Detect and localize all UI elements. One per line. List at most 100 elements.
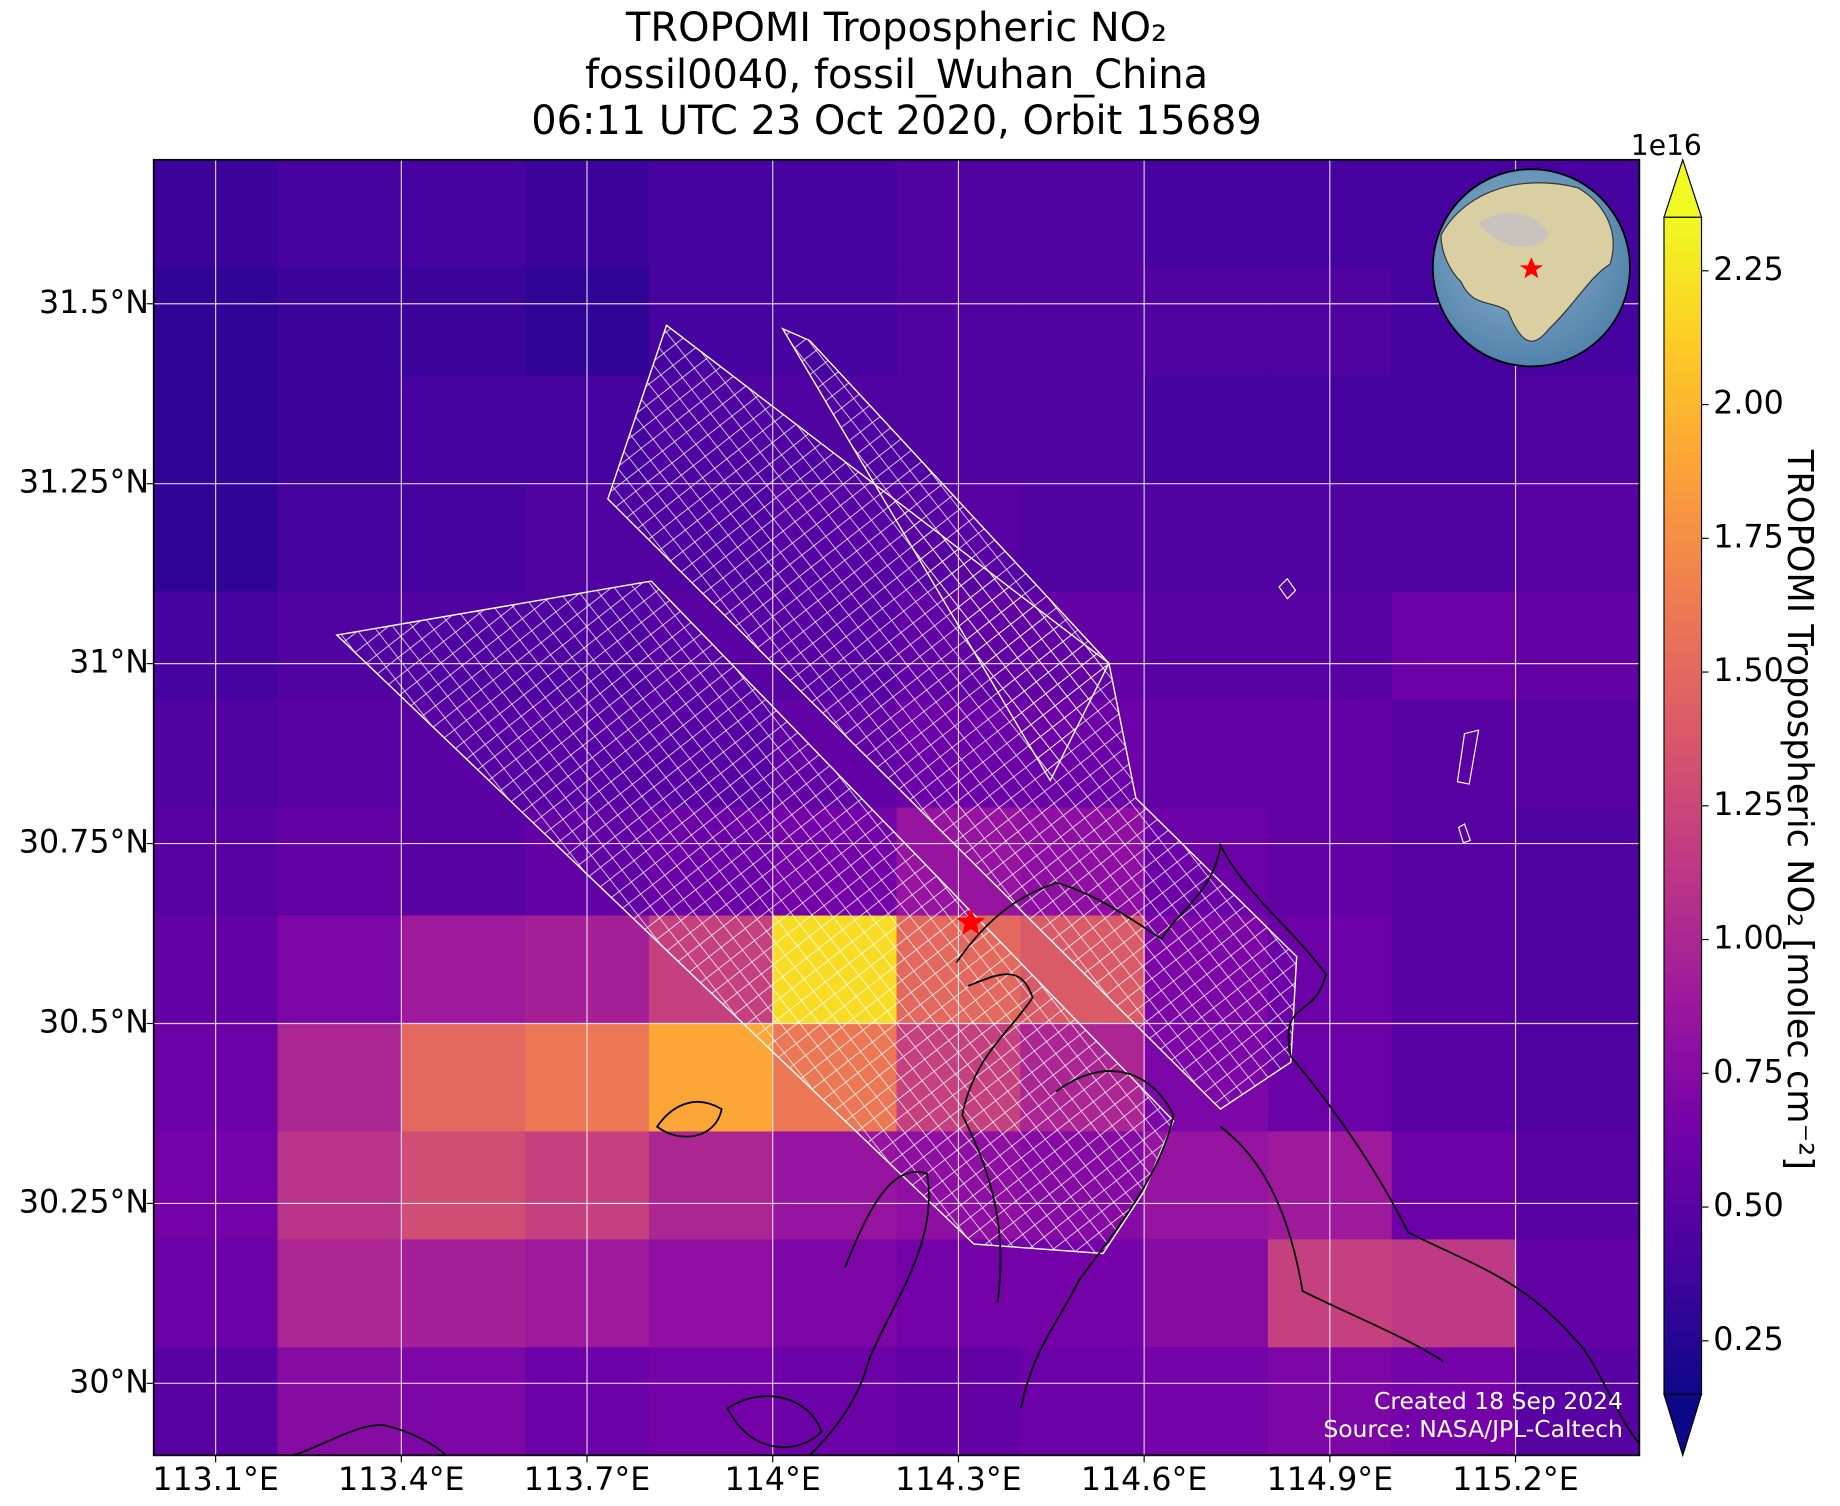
cell (1144, 1239, 1269, 1349)
colorbar-offset: 1e16 (1631, 129, 1702, 162)
cell (401, 1239, 526, 1349)
cell (772, 267, 898, 377)
cell (1391, 1131, 1517, 1241)
cell (401, 1131, 526, 1241)
cell (277, 267, 403, 377)
x-tick-label: 114.3°E (895, 1462, 1022, 1498)
cell (277, 807, 403, 917)
y-tick-label: 31.25°N (19, 465, 149, 501)
footprint (1278, 577, 1297, 600)
cell (277, 1239, 403, 1349)
cell (1515, 699, 1640, 809)
cell (1144, 1347, 1269, 1456)
cell (1515, 1131, 1640, 1241)
colorbar-tick-label: 0.50 (1713, 1188, 1784, 1224)
annotation: Source: NASA/JPL-Caltech (1323, 1415, 1623, 1443)
cell (401, 1023, 526, 1133)
colorbar-tick-label: 1.25 (1713, 787, 1784, 823)
annotation: Created 18 Sep 2024 (1374, 1387, 1623, 1415)
site-marker (956, 907, 986, 936)
footprint (1456, 729, 1480, 785)
y-tick-label: 30.25°N (19, 1184, 149, 1220)
cell (277, 1023, 403, 1133)
cell (1515, 807, 1640, 917)
plot-frame (152, 158, 1641, 1457)
y-tick-label: 30.5°N (39, 1004, 149, 1040)
cell (1391, 699, 1517, 809)
cell (1391, 591, 1517, 701)
cell (1391, 807, 1517, 917)
cell (401, 267, 526, 377)
cell (1020, 375, 1145, 485)
cell (277, 1131, 403, 1241)
colorbar-tick-label: 0.75 (1713, 1054, 1784, 1090)
cell (1144, 591, 1269, 701)
cell (1144, 267, 1269, 377)
cell (1515, 483, 1640, 593)
cell (1391, 483, 1517, 593)
cell (1515, 375, 1640, 485)
site-layer (956, 907, 986, 936)
cell (277, 1347, 403, 1456)
cell (401, 915, 526, 1025)
colorbar-extend-top (1663, 157, 1703, 218)
cell (648, 1239, 774, 1349)
x-tick-label: 113.1°E (152, 1462, 279, 1498)
cell (277, 159, 403, 269)
cell (277, 375, 403, 485)
coastline (961, 973, 1034, 1303)
coastline (955, 842, 1640, 1445)
cell (1144, 483, 1269, 593)
coastline (293, 1424, 447, 1456)
cell (401, 375, 526, 485)
cell (1144, 699, 1269, 809)
x-tick-label: 113.7°E (524, 1462, 651, 1498)
cell (1391, 1023, 1517, 1133)
cell (401, 159, 526, 269)
cell (772, 1239, 898, 1349)
footprints (335, 324, 1480, 1255)
cell (1391, 1239, 1517, 1349)
footprint-mesh (335, 580, 1175, 1255)
cell (1020, 1239, 1145, 1349)
cell (401, 1347, 526, 1456)
coastline (655, 1100, 723, 1138)
cell (1515, 591, 1640, 701)
x-tick-label: 114.6°E (1081, 1462, 1208, 1498)
cell (1515, 915, 1640, 1025)
title: TROPOMI Tropospheric NO₂ (625, 5, 1167, 51)
y-tick-label: 31°N (69, 645, 149, 681)
cell (772, 159, 898, 269)
colorbar-tick-label: 2.25 (1713, 252, 1784, 288)
cell (772, 1347, 898, 1456)
cell (648, 1131, 774, 1241)
cell (1144, 159, 1269, 269)
cell (1391, 375, 1517, 485)
cell (1391, 1347, 1517, 1456)
x-tick-label: 113.4°E (338, 1462, 465, 1498)
cell (1515, 1347, 1640, 1456)
cell (1020, 267, 1145, 377)
colorbar-tick-label: 1.75 (1713, 519, 1784, 555)
cell (648, 159, 774, 269)
cell (1144, 1131, 1269, 1241)
cell (1020, 159, 1145, 269)
cell (1020, 1347, 1145, 1456)
cell (401, 483, 526, 593)
coastlines (293, 842, 1640, 1456)
cell (1020, 483, 1145, 593)
colorbar-label: TROPOMI Tropospheric NO₂ [molec cm⁻²] (1779, 449, 1820, 1170)
footprint-mesh (607, 324, 1298, 1111)
coastline (1020, 1070, 1175, 1409)
subtitle: 06:11 UTC 23 Oct 2020, Orbit 15689 (531, 98, 1262, 144)
heatmap (153, 159, 1640, 1456)
colorbar-bar (1663, 216, 1703, 1395)
coastline (1219, 1126, 1444, 1363)
y-tick-label: 30.75°N (19, 825, 149, 861)
grid (153, 159, 1640, 1456)
x-tick-label: 115.2°E (1452, 1462, 1579, 1498)
colorbar-tick-label: 0.25 (1713, 1322, 1784, 1358)
inset-globe (1431, 168, 1631, 368)
